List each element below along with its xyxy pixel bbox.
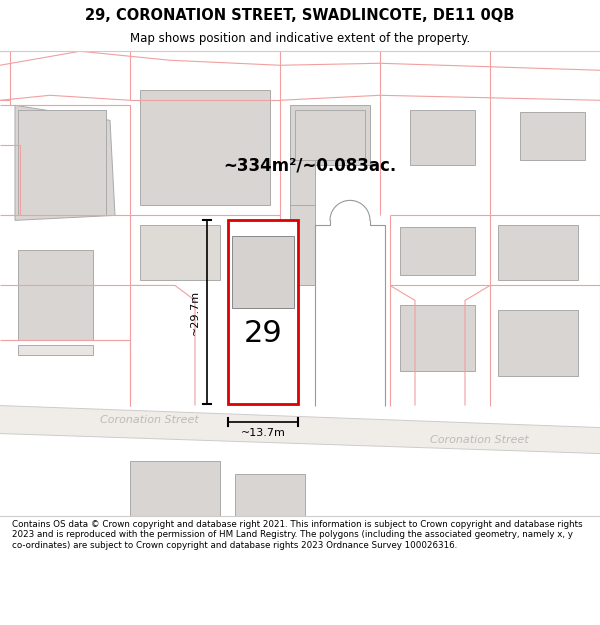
Text: ~13.7m: ~13.7m [241,428,286,438]
Text: 29, CORONATION STREET, SWADLINCOTE, DE11 0QB: 29, CORONATION STREET, SWADLINCOTE, DE11… [85,8,515,23]
Bar [520,112,585,161]
Bar [18,346,93,356]
Bar [18,110,106,216]
Polygon shape [290,206,315,286]
Text: Contains OS data © Crown copyright and database right 2021. This information is : Contains OS data © Crown copyright and d… [12,520,583,550]
Polygon shape [290,161,315,206]
Bar [290,105,370,166]
Text: 29: 29 [244,319,283,349]
Text: ~334m²/~0.083ac.: ~334m²/~0.083ac. [223,156,397,174]
Bar [400,228,475,276]
Text: Map shows position and indicative extent of the property.: Map shows position and indicative extent… [130,32,470,45]
Polygon shape [15,105,115,221]
Bar [18,251,93,341]
Bar [130,461,220,516]
Polygon shape [0,406,600,454]
Bar [295,110,365,161]
Bar [498,226,578,281]
Bar [140,90,270,206]
Bar [228,221,298,404]
Text: Coronation Street: Coronation Street [430,434,529,444]
Text: Coronation Street: Coronation Street [100,414,199,424]
Bar [140,226,220,281]
Bar [498,311,578,376]
Text: ~29.7m: ~29.7m [190,289,200,334]
Bar [410,110,475,166]
Bar [235,474,305,516]
Bar [400,306,475,371]
Bar [232,236,294,309]
